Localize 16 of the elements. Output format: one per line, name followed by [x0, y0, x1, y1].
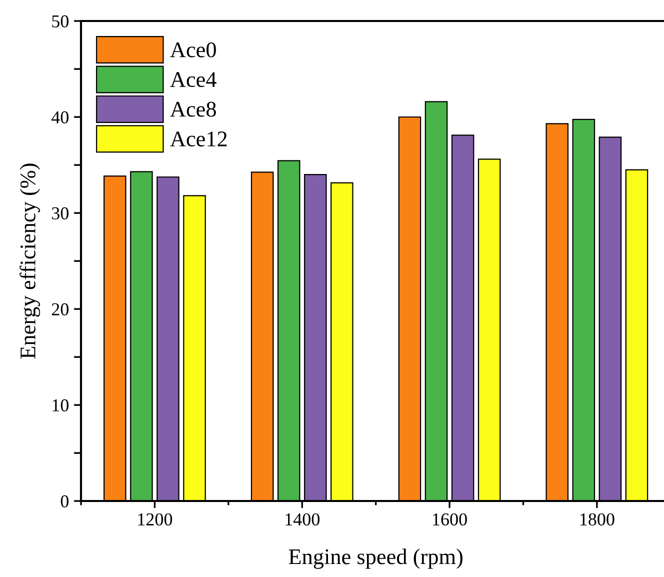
y-tick-label: 50 — [52, 15, 69, 28]
x-tick-label: 1200 — [138, 513, 172, 526]
y-tick-label: 40 — [51, 111, 69, 124]
x-tick-label: 1600 — [433, 513, 467, 526]
x-tick-label: 1400 — [286, 513, 320, 526]
legend-label: Ace8 — [170, 102, 216, 117]
y-tick-label: 20 — [52, 303, 69, 316]
y-tick-label: 0 — [60, 495, 69, 508]
x-axis-title: Engine speed (rpm) — [288, 548, 462, 569]
legend-label: Ace12 — [170, 132, 227, 146]
legend-label: Ace0 — [170, 42, 216, 58]
y-axis-title: Energy efficiency (%) — [20, 164, 40, 359]
y-tick-label: 30 — [52, 207, 69, 220]
y-tick-label: 10 — [52, 399, 69, 412]
x-tick-label: 1800 — [580, 513, 614, 526]
legend-label: Ace4 — [170, 72, 216, 88]
